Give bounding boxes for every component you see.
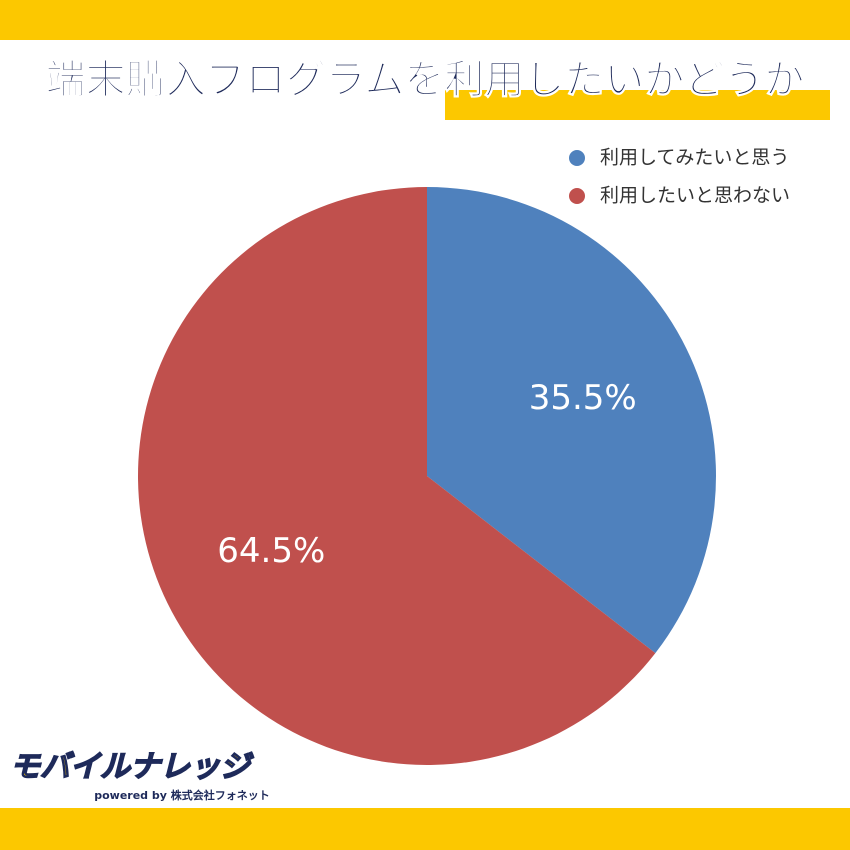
pie-slice: [138, 187, 656, 765]
top-band: [0, 0, 850, 40]
chart-title: 端末購入プログラムを利用したいかどうか: [46, 57, 805, 103]
value-label: 64.5%: [217, 531, 325, 571]
bottom-band: [0, 808, 850, 850]
legend-label: 利用してみたいと思う: [600, 147, 789, 169]
pie-slice: [427, 187, 717, 654]
legend-label: 利用したいと思わない: [600, 185, 790, 207]
legend-marker: [569, 188, 585, 204]
brand-subtitle: powered by 株式会社フォネット: [94, 788, 270, 802]
brand-logo: モバイルナレッジ: [10, 750, 254, 785]
pie: 35.5% 64.5%: [138, 187, 717, 765]
title-highlight: [445, 90, 830, 120]
legend-marker: [569, 150, 585, 166]
value-label: 35.5%: [529, 378, 637, 418]
